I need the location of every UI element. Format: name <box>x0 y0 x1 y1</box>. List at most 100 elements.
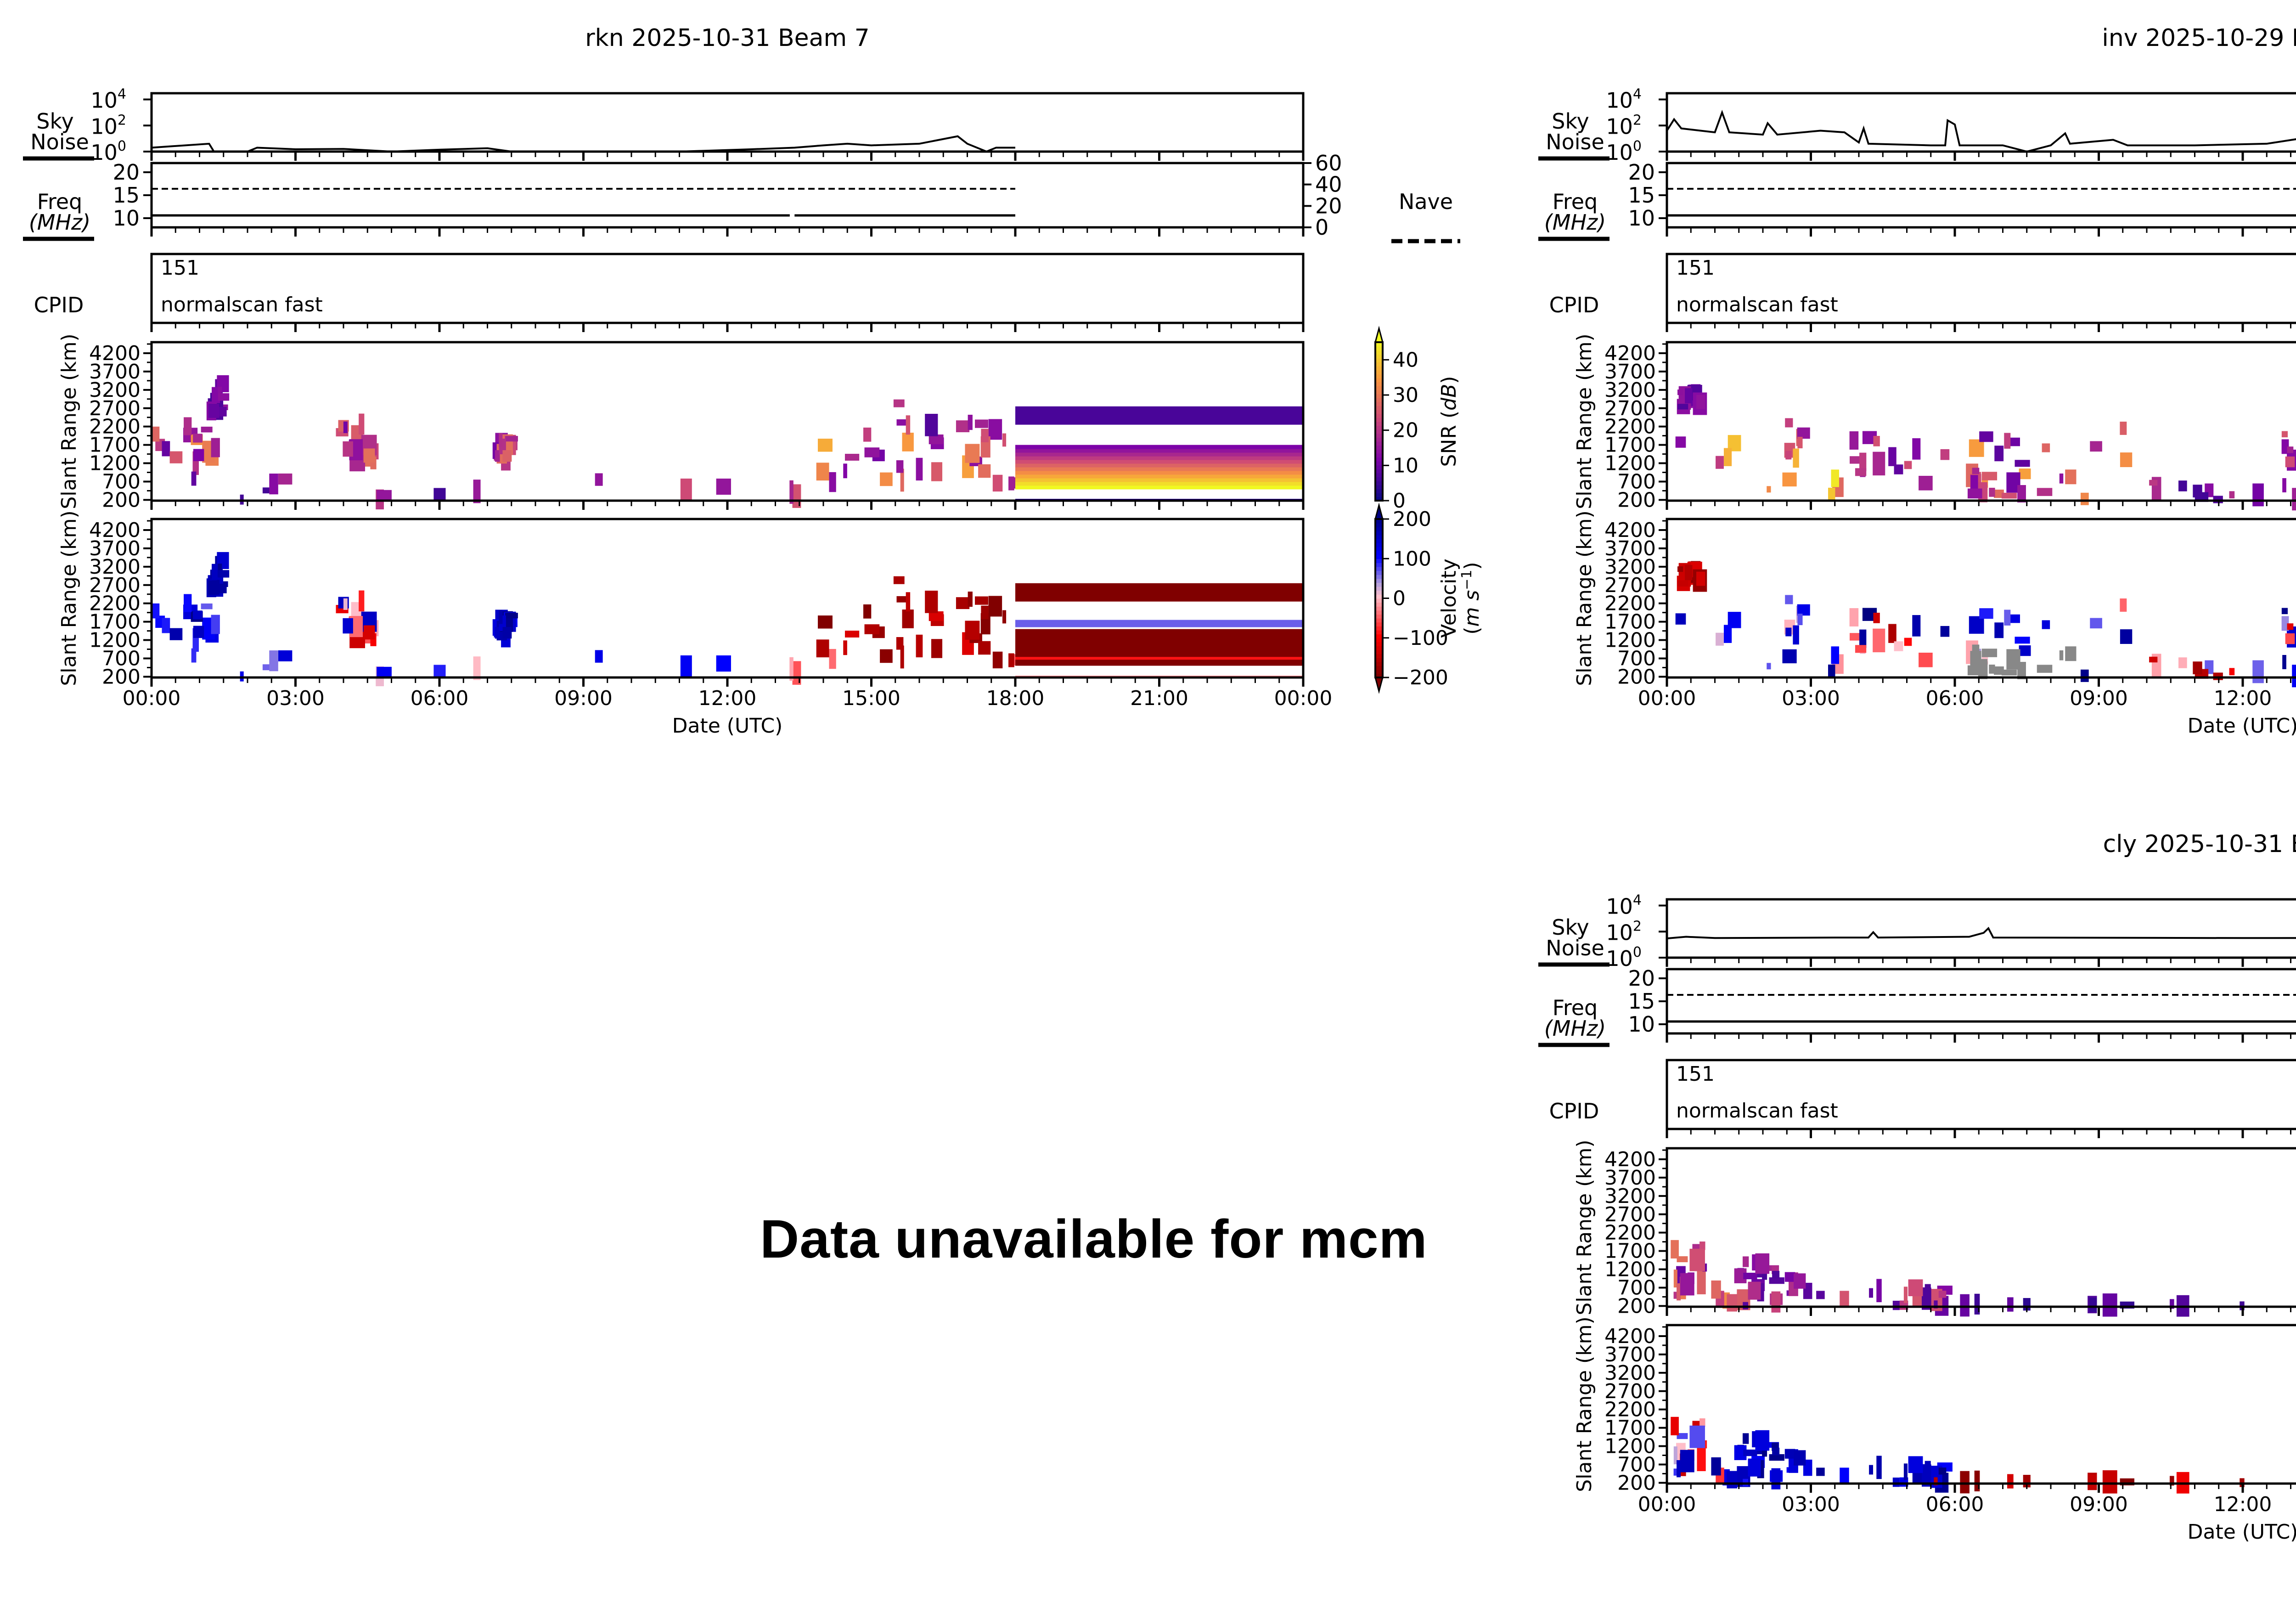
colorbar-segment <box>1375 406 1383 410</box>
echo-cell <box>269 650 278 672</box>
colorbar-segment <box>1375 492 1383 497</box>
freq-label-line2: (MHz) <box>1544 1016 1606 1041</box>
freq-label-line2: (MHz) <box>29 210 90 235</box>
echo-cell <box>495 450 500 462</box>
range-ytick-label: 2700 <box>1604 1203 1656 1226</box>
velocity-axes <box>1666 518 2296 679</box>
echo-cell <box>193 434 203 443</box>
echo-cell <box>1938 1291 1947 1298</box>
range-ytick-label: 700 <box>1617 1276 1656 1299</box>
echo-cell <box>1711 1280 1721 1299</box>
colorbar-segment <box>1375 342 1383 347</box>
echo-cell <box>191 648 197 663</box>
echo-cell <box>1743 1272 1757 1280</box>
sky-noise-label-line2: Noise <box>1546 130 1604 154</box>
echo-cell <box>992 474 1003 492</box>
echo-cell <box>1002 610 1007 624</box>
snr-fill-band <box>1015 456 1303 460</box>
echo-cell <box>1934 1477 1938 1485</box>
echo-cell <box>1793 625 1799 645</box>
colorbar-segment <box>1375 425 1383 430</box>
sky-noise-label-line1: Sky <box>36 109 73 134</box>
echo-cell <box>1697 1270 1706 1294</box>
echo-cell <box>902 609 914 628</box>
colorbar-segment <box>1375 457 1383 462</box>
freq-ytick-label: 15 <box>1628 989 1655 1014</box>
echo-cell <box>1748 1281 1761 1300</box>
nave-ytick-label: 0 <box>1315 215 1328 240</box>
echo-cell <box>1967 488 1982 499</box>
range-ytick-label: 1200 <box>1604 1435 1656 1458</box>
echo-cell <box>505 436 518 442</box>
echo-cell <box>1723 448 1732 466</box>
freq-ytick-label: 15 <box>1628 183 1655 208</box>
colorbar-segment <box>1375 485 1383 490</box>
echo-cell <box>902 433 914 451</box>
colorbar-segment <box>1375 559 1383 563</box>
echo-cell <box>1876 1279 1882 1303</box>
echo-cell <box>1742 1433 1749 1444</box>
echo-cell <box>1699 1418 1705 1427</box>
echo-cell <box>2281 431 2288 438</box>
range-ytick-label: 200 <box>1617 665 1656 688</box>
x-axis-label: Date (UTC) <box>2188 1520 2296 1544</box>
range-ytick-label: 3200 <box>1604 378 1656 402</box>
echo-cell <box>433 665 446 678</box>
range-ytick-label: 4200 <box>89 519 141 542</box>
colorbar-segment <box>1375 417 1383 422</box>
echo-cell <box>1785 451 1792 460</box>
range-ytick-label: 1700 <box>1604 1416 1656 1440</box>
snr-fill-band <box>1015 406 1303 425</box>
colorbar-tick-label: 200 <box>1393 508 1431 531</box>
sky-noise-label-line2: Noise <box>30 130 89 154</box>
range-axis-label: Slant Range (km) <box>57 510 81 686</box>
freq-axes <box>150 162 1305 229</box>
colorbar-segment <box>1375 649 1383 655</box>
echo-cell <box>1677 581 1688 587</box>
colorbar-segment <box>1375 401 1383 406</box>
range-ytick-label: 2200 <box>89 415 141 439</box>
colorbar-segment <box>1375 554 1383 559</box>
colorbar-segment <box>1375 626 1383 631</box>
echo-cell <box>1974 1293 1980 1315</box>
echo-cell <box>931 639 943 658</box>
echo-cell <box>1938 1467 1947 1475</box>
range-ytick-label: 200 <box>1617 1294 1656 1318</box>
echo-cell <box>2292 488 2296 511</box>
velocity-colorbar: −200 −100 0 100 200 Velocity (m s−1) <box>1374 502 1484 694</box>
echo-cell <box>278 650 293 661</box>
echo-cell <box>499 433 503 447</box>
echo-cell <box>1894 641 1903 651</box>
colorbar-segment <box>1375 657 1383 662</box>
range-ytick-label: 3700 <box>1604 537 1656 560</box>
echo-cell <box>1785 627 1792 637</box>
x-tick-label: 09:00 <box>2070 687 2128 710</box>
sky-noise-axes <box>150 92 1305 153</box>
echo-cell <box>211 438 220 457</box>
nave-ytick-label: 20 <box>1315 193 1342 218</box>
echo-cell <box>1912 615 1921 637</box>
echo-cell <box>208 581 219 595</box>
echo-cell <box>893 399 905 407</box>
colorbar-segment <box>1375 590 1383 595</box>
echo-cell <box>1793 448 1799 468</box>
echo-cell <box>2281 616 2289 631</box>
sky-noise-line <box>151 135 1015 153</box>
echo-cell <box>896 419 908 426</box>
echo-cell <box>2004 609 2011 626</box>
echo-cell <box>208 404 219 418</box>
echo-cell <box>1771 1291 1781 1313</box>
echo-cell <box>1771 1468 1781 1490</box>
colorbar-segment <box>1375 535 1383 540</box>
echo-cell <box>929 611 944 621</box>
nave-ytick-label: 60 <box>1315 151 1342 175</box>
colorbar-segment <box>1375 602 1383 607</box>
echo-cell <box>2178 480 2187 491</box>
echo-cell <box>1673 1446 1677 1465</box>
echo-cell <box>495 627 500 639</box>
x-tick-label: 09:00 <box>554 687 613 710</box>
colorbar-segment <box>1375 429 1383 434</box>
echo-cell <box>1994 622 2004 638</box>
echo-cell <box>2015 460 2030 467</box>
colorbar-segment <box>1375 378 1383 383</box>
